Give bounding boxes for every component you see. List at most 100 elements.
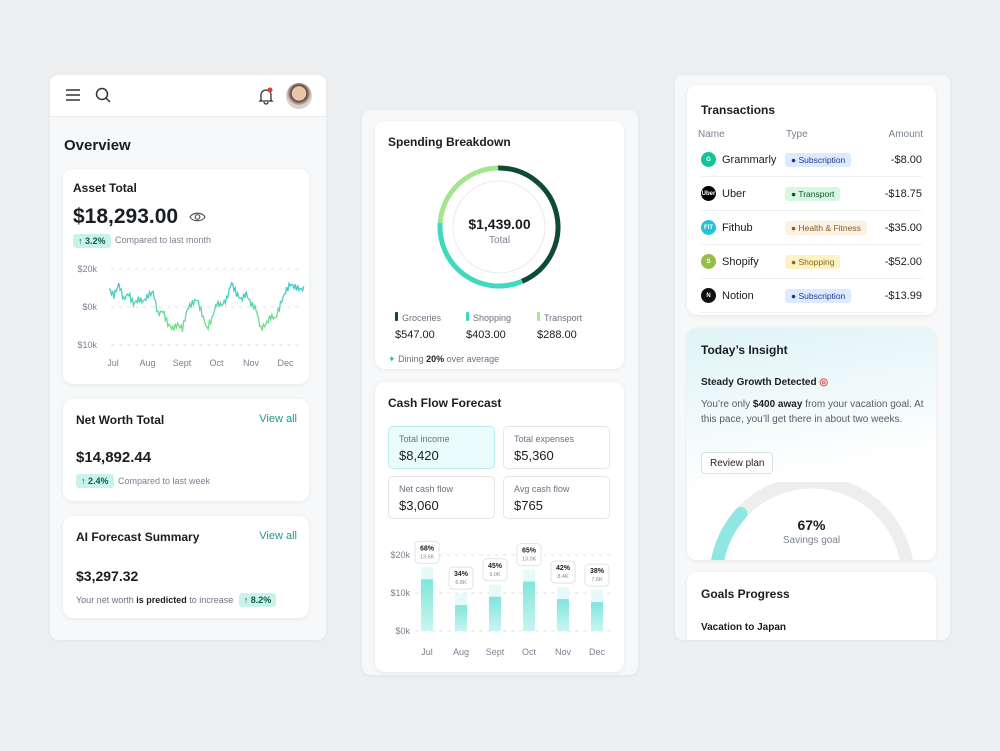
net-worth-change-badge: ↑ 2.4% xyxy=(76,474,114,488)
forecast-text-b: is predicted xyxy=(136,595,187,605)
review-plan-button[interactable]: Review plan xyxy=(701,452,774,474)
net-worth-card: Net Worth Total View all $14,892.44 ↑ 2.… xyxy=(63,399,309,501)
target-icon: ◎ xyxy=(819,377,829,388)
transaction-amount: -$52.00 xyxy=(884,255,922,268)
savings-label: Savings goal xyxy=(782,535,841,546)
search-icon[interactable] xyxy=(95,87,111,103)
transaction-amount: -$13.99 xyxy=(884,289,922,302)
donut-slice-shopping xyxy=(437,221,523,289)
bar-value-label: 9.0K xyxy=(489,572,501,578)
x-tick-label: Oct xyxy=(522,647,537,657)
cash-flow-title: Cash Flow Forecast xyxy=(388,396,502,410)
donut-inner-ring xyxy=(452,180,546,274)
x-tick-label: Dec xyxy=(589,647,606,657)
x-tick-label: Aug xyxy=(139,358,155,368)
goal-item: Vacation to Japan xyxy=(701,622,787,633)
transaction-name: Grammarly xyxy=(722,153,777,166)
asset-compare: Compared to last month xyxy=(115,235,212,245)
spending-panel: Spending Breakdown $1,439.00 Total Groce… xyxy=(362,110,638,675)
legend-item-transport: Transport $288.00 xyxy=(537,308,582,341)
forecast-text-c: to increase xyxy=(186,595,234,605)
transaction-amount: -$18.75 xyxy=(884,187,922,200)
y-tick-label: $0k xyxy=(82,302,97,312)
cash-flow-bar-chart: $20k $10k $0k 68% 13.6K Jul 34% 6.8K Aug 45% 9.0K S… xyxy=(390,540,613,657)
y-tick-label: $20k xyxy=(390,550,410,560)
bar-nov xyxy=(557,599,569,631)
asset-total-card: Asset Total $18,293.00 ↑ 3.2% Compared t… xyxy=(63,169,309,384)
transaction-type-tag: ● Transport xyxy=(785,186,841,201)
legend-label: Groceries xyxy=(402,313,442,323)
menu-icon[interactable] xyxy=(65,88,81,102)
tag-label: Subscription xyxy=(798,290,846,301)
eye-icon[interactable] xyxy=(189,211,206,223)
stat-value: $765 xyxy=(514,498,543,513)
bar-sept xyxy=(489,596,501,631)
insight-text-b: $400 away xyxy=(752,399,803,410)
avatar[interactable] xyxy=(286,83,312,109)
sparkle-icon: ✦ xyxy=(388,354,396,364)
page-title: Overview xyxy=(64,137,131,154)
stat-label: Total expenses xyxy=(514,434,575,444)
legend-swatch xyxy=(395,312,398,321)
net-worth-compare: Compared to last week xyxy=(118,476,211,486)
asset-series-line xyxy=(108,281,305,332)
forecast-title: AI Forecast Summary xyxy=(76,530,200,544)
tag-label: Shopping xyxy=(798,256,835,267)
notion-logo-icon: N xyxy=(701,288,716,303)
asset-value: $18,293.00 xyxy=(73,205,179,228)
transaction-type-tag: ● Shopping xyxy=(785,254,841,269)
cash-flow-card: Cash Flow Forecast Total income $8,420 To… xyxy=(375,382,624,672)
uber-logo-icon: Uber xyxy=(701,186,716,201)
transaction-row[interactable]: Uber Uber ● Transport -$18.75 xyxy=(701,177,922,211)
asset-title: Asset Total xyxy=(73,181,137,195)
transaction-type-tag: ● Health & Fitness xyxy=(785,220,867,235)
bar-value-label: 7.6K xyxy=(591,577,603,583)
savings-percent: 67% xyxy=(797,517,826,533)
bar-percent-label: 68% xyxy=(420,545,435,552)
y-tick-label: $20k xyxy=(77,264,97,274)
ai-forecast-card: AI Forecast Summary View all $3,297.32 Y… xyxy=(63,516,309,618)
transactions-panel: Transactions Name Type Amount G Grammarly… xyxy=(675,75,950,640)
bar-dec xyxy=(591,602,603,631)
forecast-value: $3,297.32 xyxy=(76,568,139,584)
x-tick-label: Nov xyxy=(243,358,260,368)
bar-percent-label: 65% xyxy=(522,548,537,555)
bell-icon[interactable] xyxy=(258,87,274,105)
bar-percent-label: 45% xyxy=(488,563,503,570)
stat-label: Net cash flow xyxy=(399,484,454,494)
spending-title: Spending Breakdown xyxy=(388,135,511,149)
spending-breakdown-card: Spending Breakdown $1,439.00 Total Groce… xyxy=(375,121,624,369)
y-tick-label: $10k xyxy=(77,340,97,350)
legend-swatch xyxy=(466,312,469,321)
stat-value: $5,360 xyxy=(514,448,554,463)
y-tick-label: $10k xyxy=(390,588,410,598)
col-name: Name xyxy=(698,129,725,140)
bar-percent-label: 42% xyxy=(556,565,571,572)
net-worth-view-all[interactable]: View all xyxy=(259,413,297,425)
legend-swatch xyxy=(537,312,540,321)
bar-percent-label: 38% xyxy=(590,568,605,575)
net-worth-value: $14,892.44 xyxy=(76,449,152,466)
shopify-logo-icon: S xyxy=(701,254,716,269)
note-a: Dining xyxy=(398,354,427,364)
col-amount: Amount xyxy=(888,129,923,140)
transactions-card: Transactions Name Type Amount G Grammarly… xyxy=(687,85,936,315)
transaction-row[interactable]: S Shopify ● Shopping -$52.00 xyxy=(701,245,922,279)
transaction-amount: -$8.00 xyxy=(890,153,922,166)
bar-tooltip xyxy=(448,566,474,590)
transaction-name: Shopify xyxy=(722,255,759,268)
transaction-amount: -$35.00 xyxy=(884,221,922,234)
tag-label: Transport xyxy=(798,188,835,199)
insight-title: Today’s Insight xyxy=(701,343,788,357)
forecast-view-all[interactable]: View all xyxy=(259,530,297,542)
transaction-type-tag: ● Subscription xyxy=(785,288,852,303)
transaction-row[interactable]: G Grammarly ● Subscription -$8.00 xyxy=(701,143,922,177)
transaction-row[interactable]: N Notion ● Subscription -$13.99 xyxy=(701,279,922,313)
bar-oct xyxy=(523,581,535,631)
bar-tooltip xyxy=(550,560,576,584)
transaction-row[interactable]: FIT Fithub ● Health & Fitness -$35.00 xyxy=(701,211,922,245)
bar-value-label: 6.8K xyxy=(455,580,467,586)
net-worth-title: Net Worth Total xyxy=(76,413,165,427)
x-tick-label: Nov xyxy=(555,647,572,657)
stat-value: $3,060 xyxy=(399,498,439,513)
